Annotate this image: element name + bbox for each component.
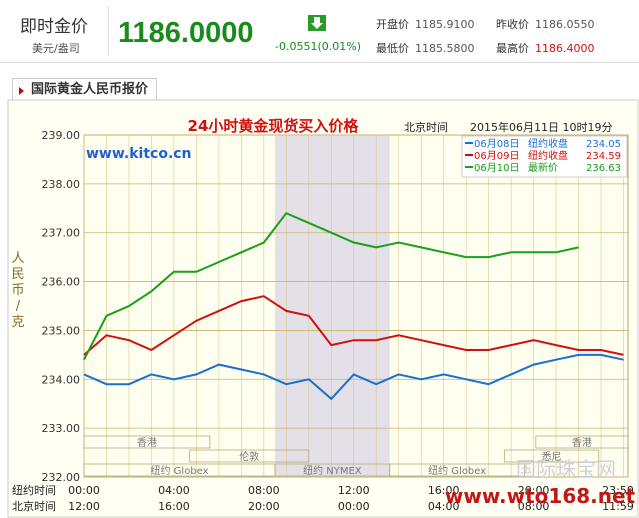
series-line — [83, 353, 624, 401]
quote-value: 1185.5800 — [415, 42, 475, 55]
timestamp: 2015年06月11日 10时19分 — [470, 120, 612, 134]
quote-label: 最高价 — [496, 42, 529, 55]
x-tick-label: 16:00 — [428, 484, 460, 497]
x-tick-label-beijing: 08:00 — [518, 500, 550, 513]
y-tick-label: 234.00 — [42, 373, 81, 386]
separator — [108, 6, 109, 56]
x-row-label: 纽约时间 — [12, 483, 56, 497]
x-tick-label: 04:00 — [158, 484, 190, 497]
shaded-range — [275, 135, 390, 477]
session-label: 纽约 NYMEX — [303, 464, 362, 477]
x-tick-label: 20:00 — [518, 484, 550, 497]
y-tick-label: 233.00 — [42, 422, 81, 435]
quote-value: 1186.0550 — [535, 18, 595, 31]
down-icon — [308, 15, 326, 31]
x-tick-label-beijing: 20:00 — [248, 500, 280, 513]
watermark-url: www.wto168.net — [445, 484, 636, 508]
quote: 最高价 1186.4000 — [496, 40, 595, 56]
header-unit: 美元/盎司 — [32, 42, 80, 55]
header-title: 即时金价 — [20, 17, 88, 37]
x-tick-label: 08:00 — [248, 484, 280, 497]
x-tick-label: 12:00 — [338, 484, 370, 497]
price: 1186.0000 — [118, 17, 254, 49]
y-tick-label: 237.00 — [42, 227, 81, 240]
legend-label: 最新价 — [528, 161, 558, 174]
y-tick-label: 238.00 — [42, 178, 81, 191]
session-bar — [83, 463, 276, 477]
x-tick-label: 23:59 — [602, 484, 634, 497]
quote-label: 昨收价 — [496, 18, 529, 31]
x-tick-label-beijing: 04:00 — [428, 500, 460, 513]
x-row-label: 北京时间 — [12, 499, 56, 513]
x-tick-label: 00:00 — [68, 484, 100, 497]
legend-value: 234.59 — [586, 151, 621, 162]
timestamp-label: 北京时间 — [404, 120, 448, 134]
legend-name: 06月10日 — [474, 162, 519, 174]
legend-box — [461, 135, 628, 178]
session-bar — [535, 435, 629, 449]
legend-value: 236.63 — [586, 163, 621, 174]
y-tick-label: 236.00 — [42, 276, 81, 289]
session-bar — [274, 463, 391, 477]
y-axis-label: 人民币/克 — [11, 251, 24, 330]
session-bar — [389, 463, 525, 477]
x-tick-label-beijing: 12:00 — [68, 500, 100, 513]
series-line — [83, 295, 624, 356]
quote: 最低价 1185.5800 — [376, 40, 475, 56]
session-bar — [83, 435, 211, 449]
x-tick-label-beijing: 11:59 — [602, 500, 634, 513]
quote: 昨收价 1186.0550 — [496, 16, 595, 32]
watermark: 国际珠宝网 — [516, 457, 616, 481]
session-label: 香港 — [137, 437, 157, 449]
series-line — [83, 211, 579, 361]
chart-title: 24小时黄金现货买入价格 — [188, 117, 360, 135]
x-tick-label-beijing: 00:00 — [338, 500, 370, 513]
quote-header: 即时金价 美元/盎司 1186.0000 -0.0551(0.01%) 开盘价 1… — [0, 0, 639, 63]
y-tick-label: 239.00 — [42, 129, 81, 142]
session-bar — [503, 449, 600, 463]
plot-area — [83, 134, 629, 478]
session-label: 伦敦 — [239, 450, 259, 463]
session-label: 纽约 Globex — [150, 464, 208, 477]
quote-value: 1186.4000 — [535, 42, 595, 55]
quote-label: 最低价 — [376, 42, 409, 55]
quote-value: 1185.9100 — [415, 18, 475, 31]
x-tick-label-beijing: 16:00 — [158, 500, 190, 513]
session-label: 悉尼 — [542, 451, 562, 463]
legend-name: 06月09日 — [474, 150, 519, 162]
quote: 开盘价 1185.9100 — [376, 16, 475, 32]
legend-label: 纽约收盘 — [528, 149, 568, 162]
session-label: 香港 — [572, 437, 592, 449]
legend-label: 纽约收盘 — [528, 137, 568, 150]
session-bar — [189, 449, 310, 463]
legend-value: 234.05 — [586, 139, 621, 150]
legend-name: 06月08日 — [474, 138, 519, 150]
session-label: 纽约 Globex — [428, 464, 486, 477]
y-tick-label: 235.00 — [42, 324, 81, 337]
quote-label: 开盘价 — [376, 18, 409, 31]
chart-frame — [7, 99, 639, 518]
tab[interactable]: 国际黄金人民币报价 — [12, 78, 158, 101]
price-change: -0.0551(0.01%) — [275, 40, 361, 53]
source: www.kitco.cn — [86, 146, 192, 162]
y-tick-label: 232.00 — [42, 471, 81, 484]
